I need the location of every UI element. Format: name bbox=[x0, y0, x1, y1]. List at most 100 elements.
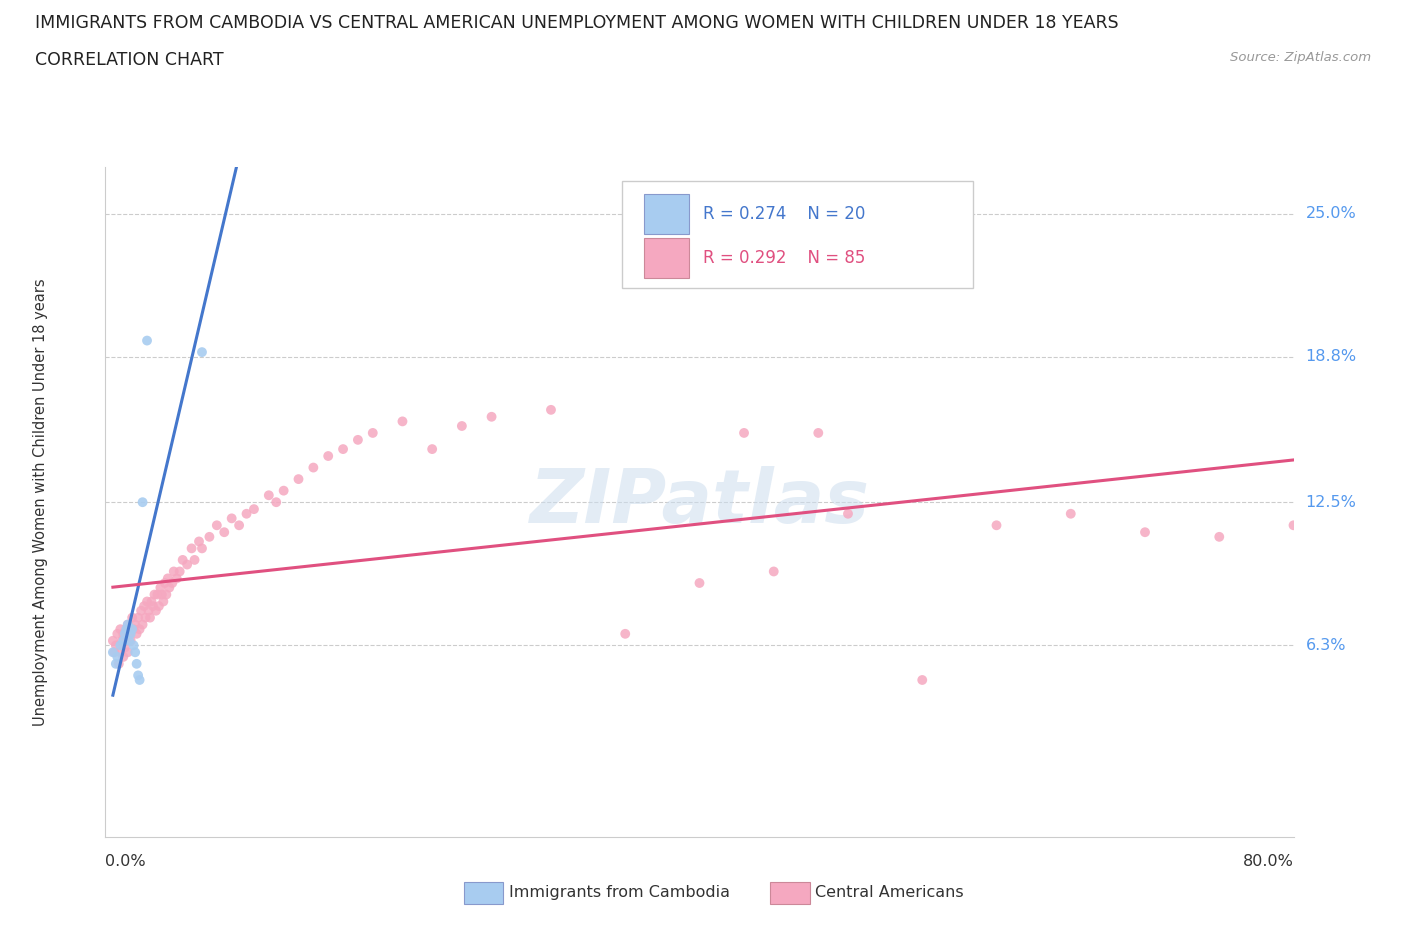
Point bbox=[127, 668, 149, 683]
Point bbox=[198, 529, 221, 544]
Bar bbox=[623, 180, 973, 288]
Point bbox=[264, 495, 287, 510]
Point bbox=[273, 484, 295, 498]
Point bbox=[112, 649, 135, 664]
Point bbox=[157, 580, 180, 595]
Text: Immigrants from Cambodia: Immigrants from Cambodia bbox=[509, 885, 730, 900]
Point bbox=[149, 580, 172, 595]
Text: 18.8%: 18.8% bbox=[1305, 350, 1357, 365]
Point bbox=[1133, 525, 1156, 539]
Point bbox=[150, 587, 173, 602]
Point bbox=[110, 622, 132, 637]
Point bbox=[121, 622, 143, 637]
Point bbox=[911, 672, 934, 687]
Point bbox=[118, 627, 141, 642]
Point bbox=[148, 599, 170, 614]
Text: Unemployment Among Women with Children Under 18 years: Unemployment Among Women with Children U… bbox=[32, 278, 48, 726]
Point bbox=[129, 604, 152, 618]
Point bbox=[163, 564, 186, 578]
Point bbox=[112, 633, 135, 648]
Point bbox=[257, 488, 280, 503]
Point bbox=[101, 633, 124, 648]
Point bbox=[110, 644, 132, 659]
Point bbox=[183, 552, 205, 567]
Point bbox=[332, 442, 354, 457]
Text: 12.5%: 12.5% bbox=[1305, 495, 1357, 510]
Point bbox=[124, 644, 146, 659]
Point bbox=[120, 633, 142, 648]
Point bbox=[114, 627, 136, 642]
Point bbox=[235, 506, 257, 521]
Text: IMMIGRANTS FROM CAMBODIA VS CENTRAL AMERICAN UNEMPLOYMENT AMONG WOMEN WITH CHILD: IMMIGRANTS FROM CAMBODIA VS CENTRAL AMER… bbox=[35, 14, 1119, 32]
Text: 0.0%: 0.0% bbox=[105, 854, 146, 869]
Point bbox=[762, 564, 785, 578]
Point bbox=[141, 594, 163, 609]
Text: R = 0.274    N = 20: R = 0.274 N = 20 bbox=[703, 206, 866, 223]
Point bbox=[162, 576, 184, 591]
Point bbox=[228, 126, 250, 140]
Point bbox=[1060, 506, 1083, 521]
Point bbox=[986, 518, 1008, 533]
Point bbox=[127, 610, 149, 625]
Point bbox=[188, 534, 211, 549]
Point bbox=[155, 587, 177, 602]
Point bbox=[121, 610, 143, 625]
Point bbox=[733, 426, 755, 441]
Text: ZIPatlas: ZIPatlas bbox=[530, 466, 869, 538]
Point bbox=[122, 638, 145, 653]
Point bbox=[104, 657, 127, 671]
Point bbox=[112, 627, 135, 642]
Point bbox=[138, 604, 160, 618]
Point bbox=[540, 403, 562, 418]
Point bbox=[180, 541, 202, 556]
Point bbox=[153, 576, 176, 591]
Text: R = 0.292    N = 85: R = 0.292 N = 85 bbox=[703, 249, 866, 267]
Point bbox=[114, 640, 136, 655]
Point bbox=[166, 571, 188, 586]
Point bbox=[191, 541, 214, 556]
Point bbox=[125, 627, 148, 642]
Text: 6.3%: 6.3% bbox=[1305, 638, 1346, 653]
Point bbox=[287, 472, 309, 486]
Point bbox=[205, 518, 228, 533]
Point bbox=[143, 587, 166, 602]
Point bbox=[191, 345, 214, 360]
Point bbox=[136, 594, 159, 609]
Point bbox=[117, 618, 139, 632]
Point bbox=[169, 564, 191, 578]
Point bbox=[347, 432, 370, 447]
Point bbox=[221, 511, 243, 525]
Point bbox=[156, 571, 179, 586]
Point bbox=[689, 576, 711, 591]
Point bbox=[214, 525, 236, 539]
Point bbox=[316, 448, 339, 463]
Point bbox=[108, 657, 131, 671]
Point bbox=[837, 506, 859, 521]
Point bbox=[172, 552, 194, 567]
Bar bbox=[644, 194, 689, 234]
Point bbox=[420, 442, 443, 457]
Point bbox=[481, 409, 503, 424]
Point bbox=[139, 610, 162, 625]
Point bbox=[176, 557, 198, 572]
Text: Source: ZipAtlas.com: Source: ZipAtlas.com bbox=[1230, 51, 1371, 64]
Point bbox=[118, 633, 141, 648]
Point bbox=[136, 333, 159, 348]
Point bbox=[115, 633, 138, 648]
Text: Central Americans: Central Americans bbox=[815, 885, 965, 900]
Point bbox=[110, 638, 132, 653]
Point bbox=[450, 418, 472, 433]
Point bbox=[104, 638, 127, 653]
Point bbox=[1208, 529, 1230, 544]
Point bbox=[103, 644, 125, 659]
Text: 80.0%: 80.0% bbox=[1243, 854, 1294, 869]
Point bbox=[115, 622, 138, 637]
Point bbox=[228, 518, 250, 533]
Text: CORRELATION CHART: CORRELATION CHART bbox=[35, 51, 224, 69]
Point bbox=[391, 414, 413, 429]
Point bbox=[101, 644, 124, 659]
Point bbox=[128, 672, 150, 687]
Text: 25.0%: 25.0% bbox=[1305, 206, 1357, 221]
Point bbox=[302, 460, 325, 475]
Point bbox=[120, 627, 142, 642]
